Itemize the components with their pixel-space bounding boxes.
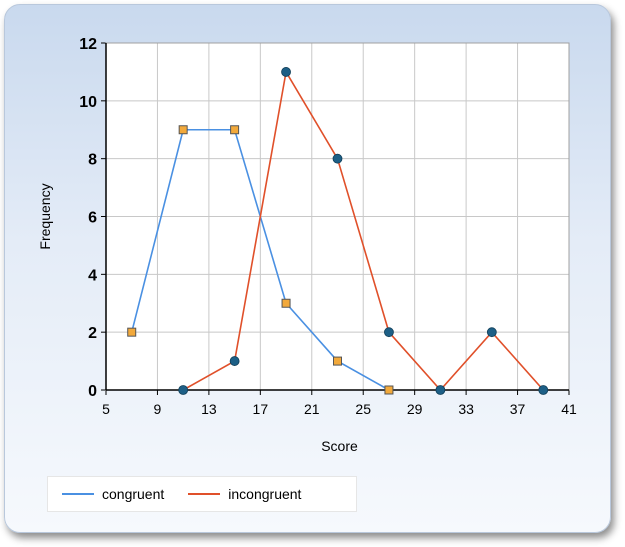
x-tick-label: 21 [304, 401, 320, 417]
data-point-incongruent[interactable] [229, 356, 240, 366]
data-point-congruent[interactable] [178, 125, 188, 135]
data-point-incongruent[interactable] [178, 385, 189, 395]
series-line-incongruent [182, 69, 544, 392]
legend-item-congruent[interactable]: congruent [62, 486, 164, 502]
y-tick-label: 10 [79, 94, 97, 111]
x-tick-label: 25 [355, 401, 371, 417]
x-tick-label: 13 [201, 401, 217, 417]
y-tick-label: 4 [88, 267, 97, 284]
data-point-incongruent[interactable] [281, 67, 291, 77]
y-tick-label: 0 [88, 383, 97, 400]
data-point-congruent[interactable] [127, 327, 137, 337]
legend: congruent incongruent [47, 476, 357, 512]
data-point-congruent[interactable] [333, 356, 342, 366]
x-axis-title: Score [321, 438, 358, 454]
data-point-incongruent[interactable] [538, 385, 549, 395]
data-point-incongruent[interactable] [332, 153, 343, 164]
legend-label-incongruent: incongruent [228, 486, 302, 502]
data-point-incongruent[interactable] [486, 327, 497, 338]
y-tick-label: 12 [79, 36, 97, 53]
data-point-incongruent[interactable] [435, 385, 446, 395]
x-tick-label: 41 [561, 401, 577, 417]
data-point-congruent[interactable] [230, 125, 240, 135]
y-tick-label: 2 [88, 325, 97, 342]
series-lines [130, 69, 544, 392]
y-tick-label: 8 [88, 152, 97, 169]
data-point-incongruent[interactable] [384, 327, 394, 338]
axis-labels: 5 9 13 17 21 25 29 33 37 41 0 2 4 6 8 10 12 Score Frequenc… [37, 36, 577, 454]
x-tick-label: 9 [154, 401, 162, 417]
x-tick-label: 17 [253, 401, 269, 417]
x-tick-label: 5 [102, 401, 110, 417]
grid-lines [105, 42, 570, 391]
x-tick-label: 33 [458, 401, 474, 417]
series-markers [127, 67, 549, 395]
x-tick-label: 37 [510, 401, 526, 417]
data-point-congruent[interactable] [281, 298, 291, 308]
y-axis-title: Frequency [37, 183, 53, 249]
legend-swatch-incongruent [188, 493, 221, 495]
legend-swatch-congruent [62, 493, 94, 495]
legend-label-congruent: congruent [102, 486, 165, 502]
x-tick-label: 29 [407, 401, 423, 417]
y-tick-label: 6 [88, 210, 97, 227]
data-point-congruent[interactable] [384, 385, 394, 395]
legend-item-incongruent[interactable]: incongruent [188, 486, 301, 502]
